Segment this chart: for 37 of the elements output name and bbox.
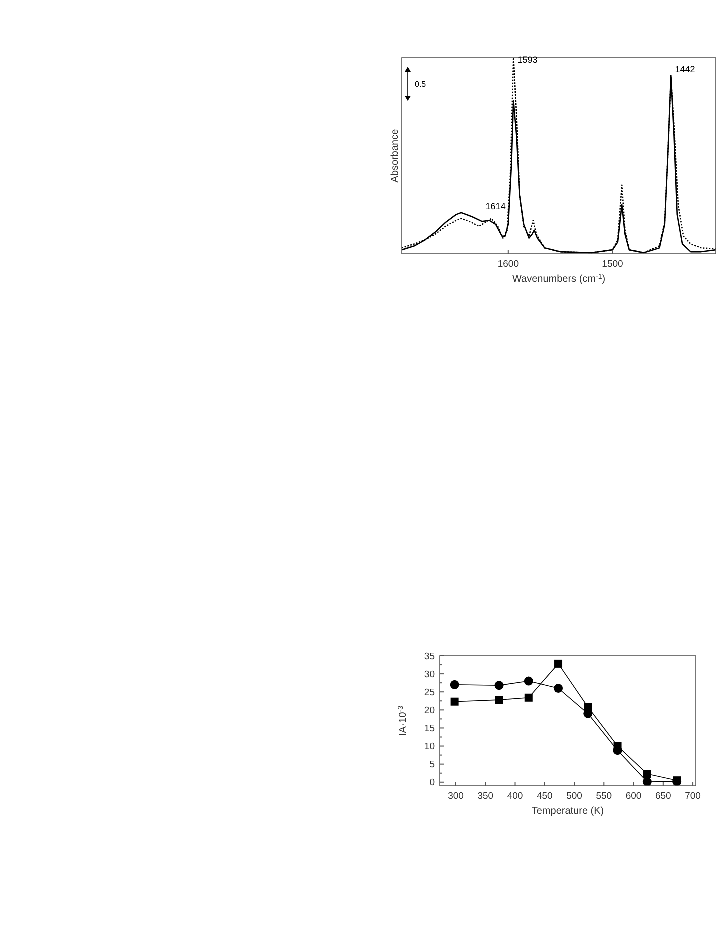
x-tick-label: 400 (507, 791, 524, 802)
point (450, 680, 460, 690)
x-tick-label: 350 (478, 791, 494, 802)
x-tick-label: 650 (655, 791, 672, 802)
point (642, 778, 652, 786)
x-axis-title: Temperature (K) (532, 806, 604, 817)
y-tick-label: 5 (430, 760, 435, 771)
y-tick-label: 30 (424, 669, 435, 680)
point (524, 676, 534, 686)
x-tick-label: 1600 (498, 259, 519, 270)
point (450, 698, 459, 706)
point (584, 703, 592, 712)
point (524, 694, 533, 702)
annotation: 1614 (486, 202, 506, 212)
y-tick-label: 35 (424, 651, 435, 662)
y-tick-label: 15 (424, 724, 435, 735)
x-tick-label: 300 (448, 791, 464, 802)
annotation: 0.5 (415, 80, 427, 90)
y-tick-label: 20 (424, 705, 435, 716)
point (495, 696, 504, 704)
point (554, 684, 564, 693)
point (643, 770, 652, 778)
point (494, 681, 504, 690)
x-axis-title: Wavenumbers (cm$^{-1}$) (512, 274, 606, 285)
x-tick-label: 550 (596, 791, 612, 802)
y-tick-label: 0 (430, 778, 435, 789)
y-tick-label: 25 (424, 687, 435, 698)
annotation: 1593 (518, 55, 538, 65)
x-tick-label: 700 (685, 791, 701, 802)
x-tick-label: 1500 (602, 259, 624, 270)
y-axis-title: Absorbance (390, 128, 401, 183)
y-tick-label: 10 (424, 742, 435, 753)
x-tick-label: 450 (536, 791, 553, 802)
x-tick-label: 600 (626, 791, 642, 802)
x-tick-label: 500 (566, 791, 582, 802)
point (554, 660, 563, 668)
annotation: 1442 (675, 64, 696, 75)
